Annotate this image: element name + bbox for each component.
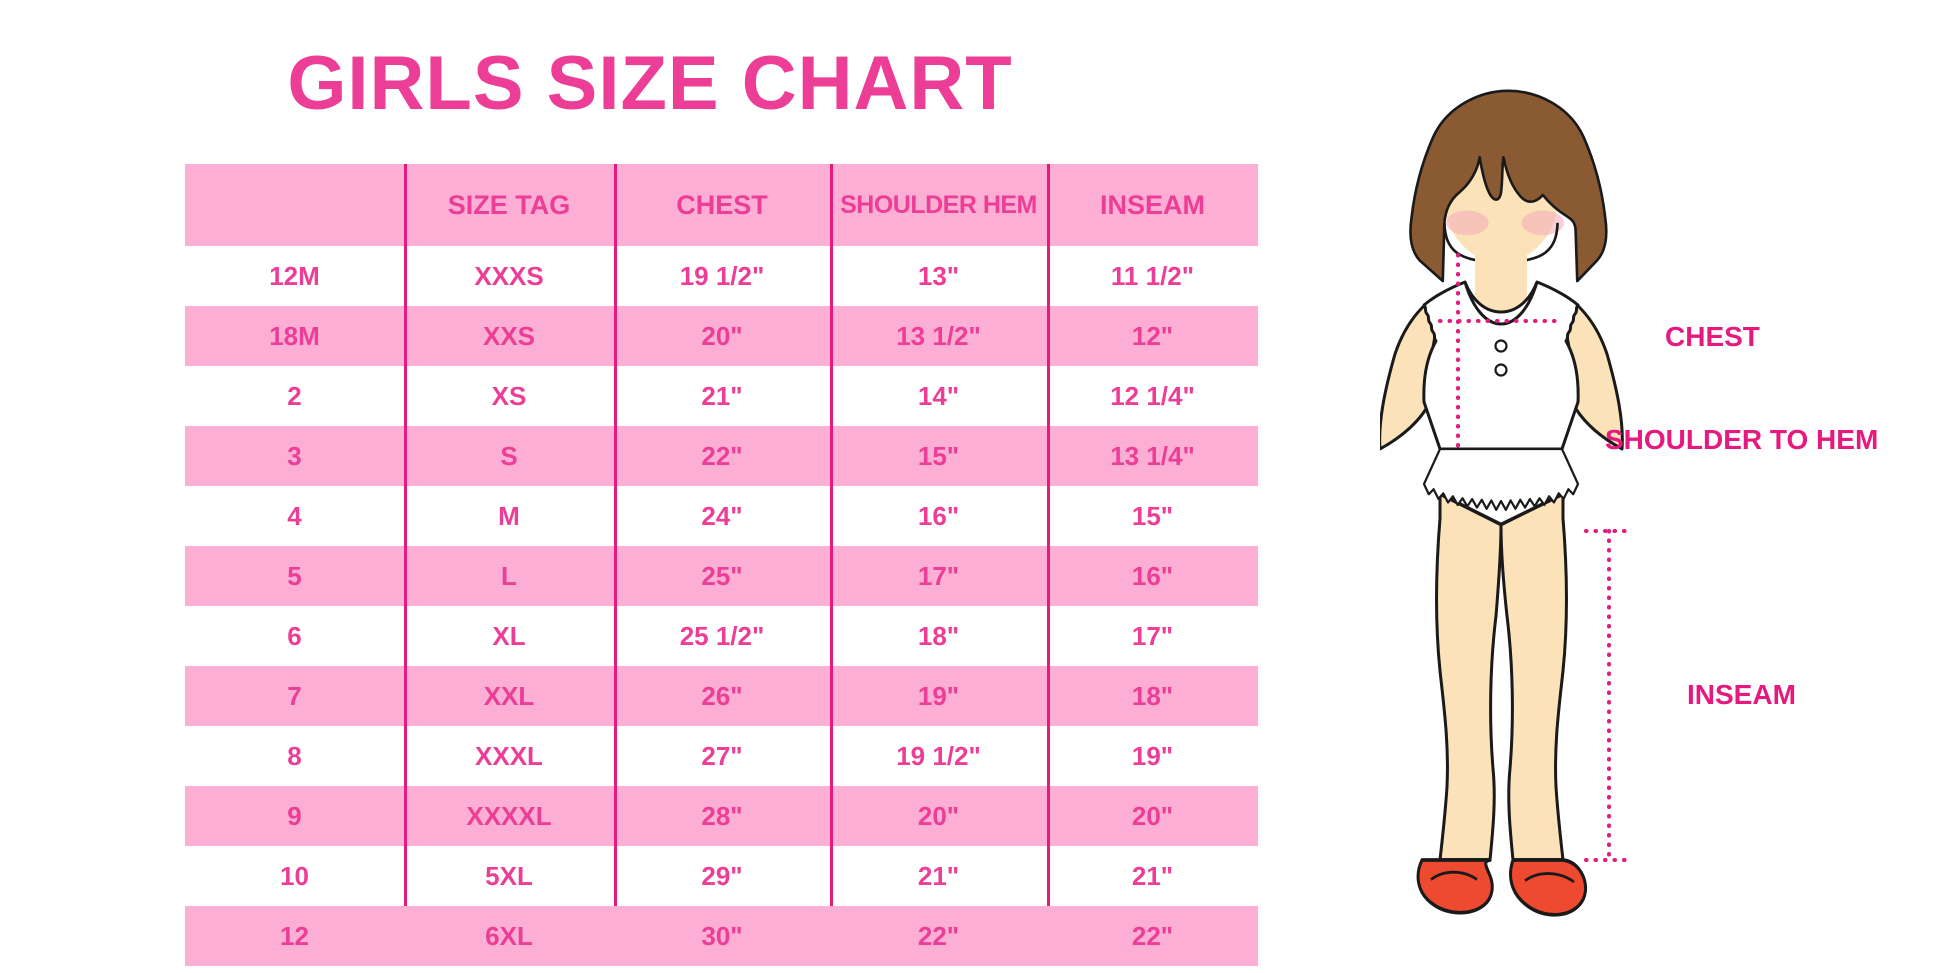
svg-text:CHEST: CHEST — [1665, 321, 1760, 352]
svg-text:SHOULDER TO HEM: SHOULDER TO HEM — [1605, 424, 1878, 455]
svg-text:INSEAM: INSEAM — [1687, 679, 1796, 710]
